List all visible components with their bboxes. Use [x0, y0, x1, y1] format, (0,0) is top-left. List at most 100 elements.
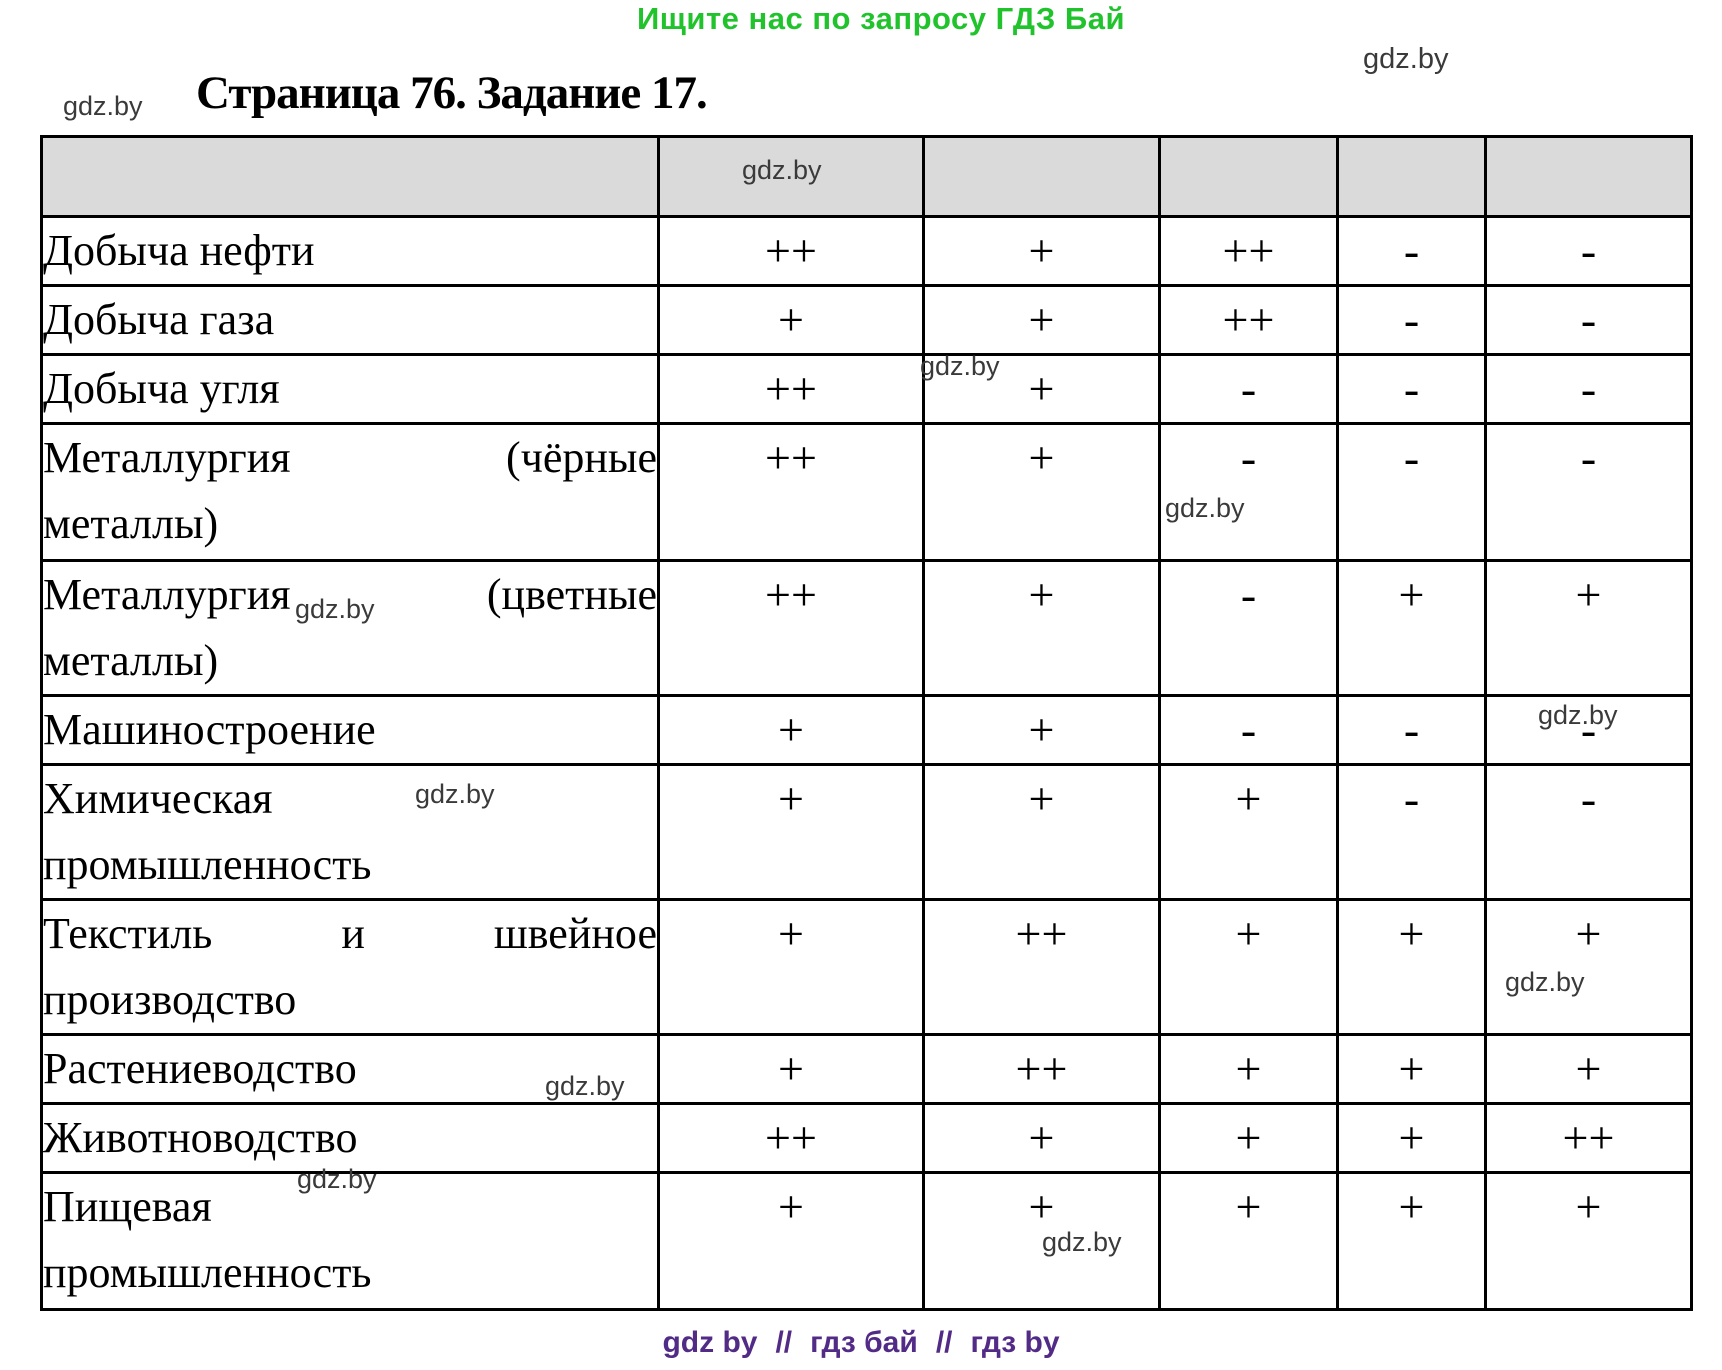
rating-cell: +	[922, 284, 1161, 356]
rating-cell: -	[1158, 422, 1339, 562]
rating-cell: -	[1336, 353, 1487, 425]
row-label: Текстиль и швейное производство	[40, 898, 660, 1036]
rating-cell: +	[1336, 1033, 1487, 1105]
rating-cell: +	[657, 694, 925, 766]
rating-cell: +	[922, 353, 1161, 425]
row-label: Металлургия (цветные металлы)	[40, 559, 660, 697]
row-label-word: Химическая	[43, 774, 273, 823]
row-label-line: Пищевая	[45, 1176, 656, 1241]
row-label: Животноводство	[40, 1102, 660, 1174]
row-label: Машиностроение	[40, 694, 660, 766]
rating-cell: +	[1336, 898, 1487, 1036]
rating-cell: ++	[657, 422, 925, 562]
row-label-word: Добыча газа	[43, 295, 275, 344]
footer-separator: //	[775, 1326, 793, 1359]
promo-banner: Ищите нас по запросу ГДЗ Бай	[636, 1, 1126, 36]
table-body: Добыча нефти ++ + ++ - - Добыча газа + + ++ - - Добы…	[40, 135, 1693, 1311]
table-row: Металлургия (чёрные металлы) ++ + - - -	[40, 422, 1693, 562]
table-row: Машиностроение + + - - -	[40, 694, 1693, 766]
rating-cell: ++	[922, 1033, 1161, 1105]
row-label-word: металлы)	[43, 636, 219, 685]
gdz-watermark: gdz.by	[545, 1071, 625, 1101]
table-row: Добыча угля ++ + - - -	[40, 353, 1693, 425]
rating-cell: -	[1336, 694, 1487, 766]
rating-cell: ++	[1158, 284, 1339, 356]
rating-cell: ++	[657, 559, 925, 697]
rating-cell: ++	[922, 898, 1161, 1036]
rating-cell: -	[1336, 284, 1487, 356]
table-row: Химическая промышленность + + + - -	[40, 763, 1693, 901]
rating-cell: +	[1336, 1171, 1487, 1311]
rating-cell: +	[1158, 1171, 1339, 1311]
row-label-line: металлы)	[45, 491, 656, 557]
rating-cell: ++	[657, 353, 925, 425]
gdz-watermark: gdz.by	[1165, 493, 1245, 523]
row-label: Растениеводство	[40, 1033, 660, 1105]
header-cell	[657, 135, 925, 218]
rating-cell: +	[657, 898, 925, 1036]
rating-cell: +	[1484, 559, 1693, 697]
row-label-word: Животноводство	[43, 1113, 358, 1162]
row-label-line: Текстиль и швейное	[43, 903, 657, 968]
rating-cell: ++	[657, 215, 925, 287]
row-label-word: производство	[43, 975, 297, 1024]
table-row: Текстиль и швейное производство + ++ + + +	[40, 898, 1693, 1036]
row-label-word: Металлургия	[43, 570, 291, 619]
rating-cell: -	[1484, 422, 1693, 562]
row-label-line: Животноводство	[43, 1107, 656, 1170]
rating-cell: +	[657, 284, 925, 356]
rating-cell: +	[922, 1102, 1161, 1174]
rating-cell: +	[1158, 763, 1339, 901]
rating-cell: +	[922, 422, 1161, 562]
row-label-word: промышленность	[43, 1248, 372, 1297]
industries-table: Добыча нефти ++ + ++ - - Добыча газа + + ++ - - Добы…	[40, 135, 1693, 1311]
rating-cell: +	[922, 559, 1161, 697]
row-label: Пищевая промышленность	[40, 1171, 660, 1311]
row-label-line: металлы)	[43, 628, 656, 693]
row-label: Добыча нефти	[40, 215, 660, 287]
gdz-watermark: gdz.by	[63, 91, 143, 121]
table-header-row	[40, 135, 1693, 218]
table-row: Металлургия (цветные металлы) ++ + - + +	[40, 559, 1693, 697]
rating-cell: +	[1158, 1033, 1339, 1105]
rating-cell: -	[1484, 694, 1693, 766]
row-label-word: Добыча нефти	[43, 226, 315, 275]
gdz-watermark: gdz.by	[1538, 700, 1618, 730]
row-label-word: Текстиль	[43, 909, 213, 958]
rating-cell: -	[1484, 353, 1693, 425]
row-label-line: производство	[43, 967, 656, 1032]
rating-cell: +	[922, 694, 1161, 766]
row-label: Добыча газа	[40, 284, 660, 356]
table-row: Пищевая промышленность + + + + +	[40, 1171, 1693, 1311]
row-label: Металлургия (чёрные металлы)	[40, 422, 660, 562]
page-footer: gdz by // гдз бай // гдз by	[0, 1326, 1722, 1360]
row-label-word: и	[341, 909, 365, 958]
gdz-watermark: gdz.by	[415, 779, 495, 809]
row-label-word: швейное	[493, 909, 657, 958]
table-row: Животноводство ++ + + + ++	[40, 1102, 1693, 1174]
rating-cell: -	[1484, 763, 1693, 901]
header-cell	[922, 135, 1161, 218]
rating-cell: -	[1336, 422, 1487, 562]
row-label-word: Добыча угля	[43, 364, 280, 413]
row-label-line: Добыча угля	[43, 358, 656, 421]
table-row: Добыча нефти ++ + ++ - -	[40, 215, 1693, 287]
row-label-word: Металлургия	[43, 433, 291, 482]
rating-cell: -	[1336, 763, 1487, 901]
page-title: Страница 76. Задание 17.	[196, 67, 708, 119]
rating-cell: +	[657, 763, 925, 901]
rating-cell: -	[1158, 353, 1339, 425]
footer-part: gdz by	[662, 1326, 758, 1359]
row-label-line: Металлургия (цветные	[43, 564, 657, 629]
rating-cell: +	[657, 1033, 925, 1105]
row-label-word: (цветные	[486, 570, 657, 619]
row-label-line: Машиностроение	[45, 699, 656, 762]
footer-part: гдз бай	[810, 1326, 918, 1359]
rating-cell: +	[922, 215, 1161, 287]
row-label-line: промышленность	[45, 832, 656, 897]
row-label-line: Добыча нефти	[43, 220, 656, 283]
rating-cell: -	[1158, 694, 1339, 766]
header-cell	[1158, 135, 1339, 218]
row-label-line: промышленность	[43, 1240, 656, 1306]
